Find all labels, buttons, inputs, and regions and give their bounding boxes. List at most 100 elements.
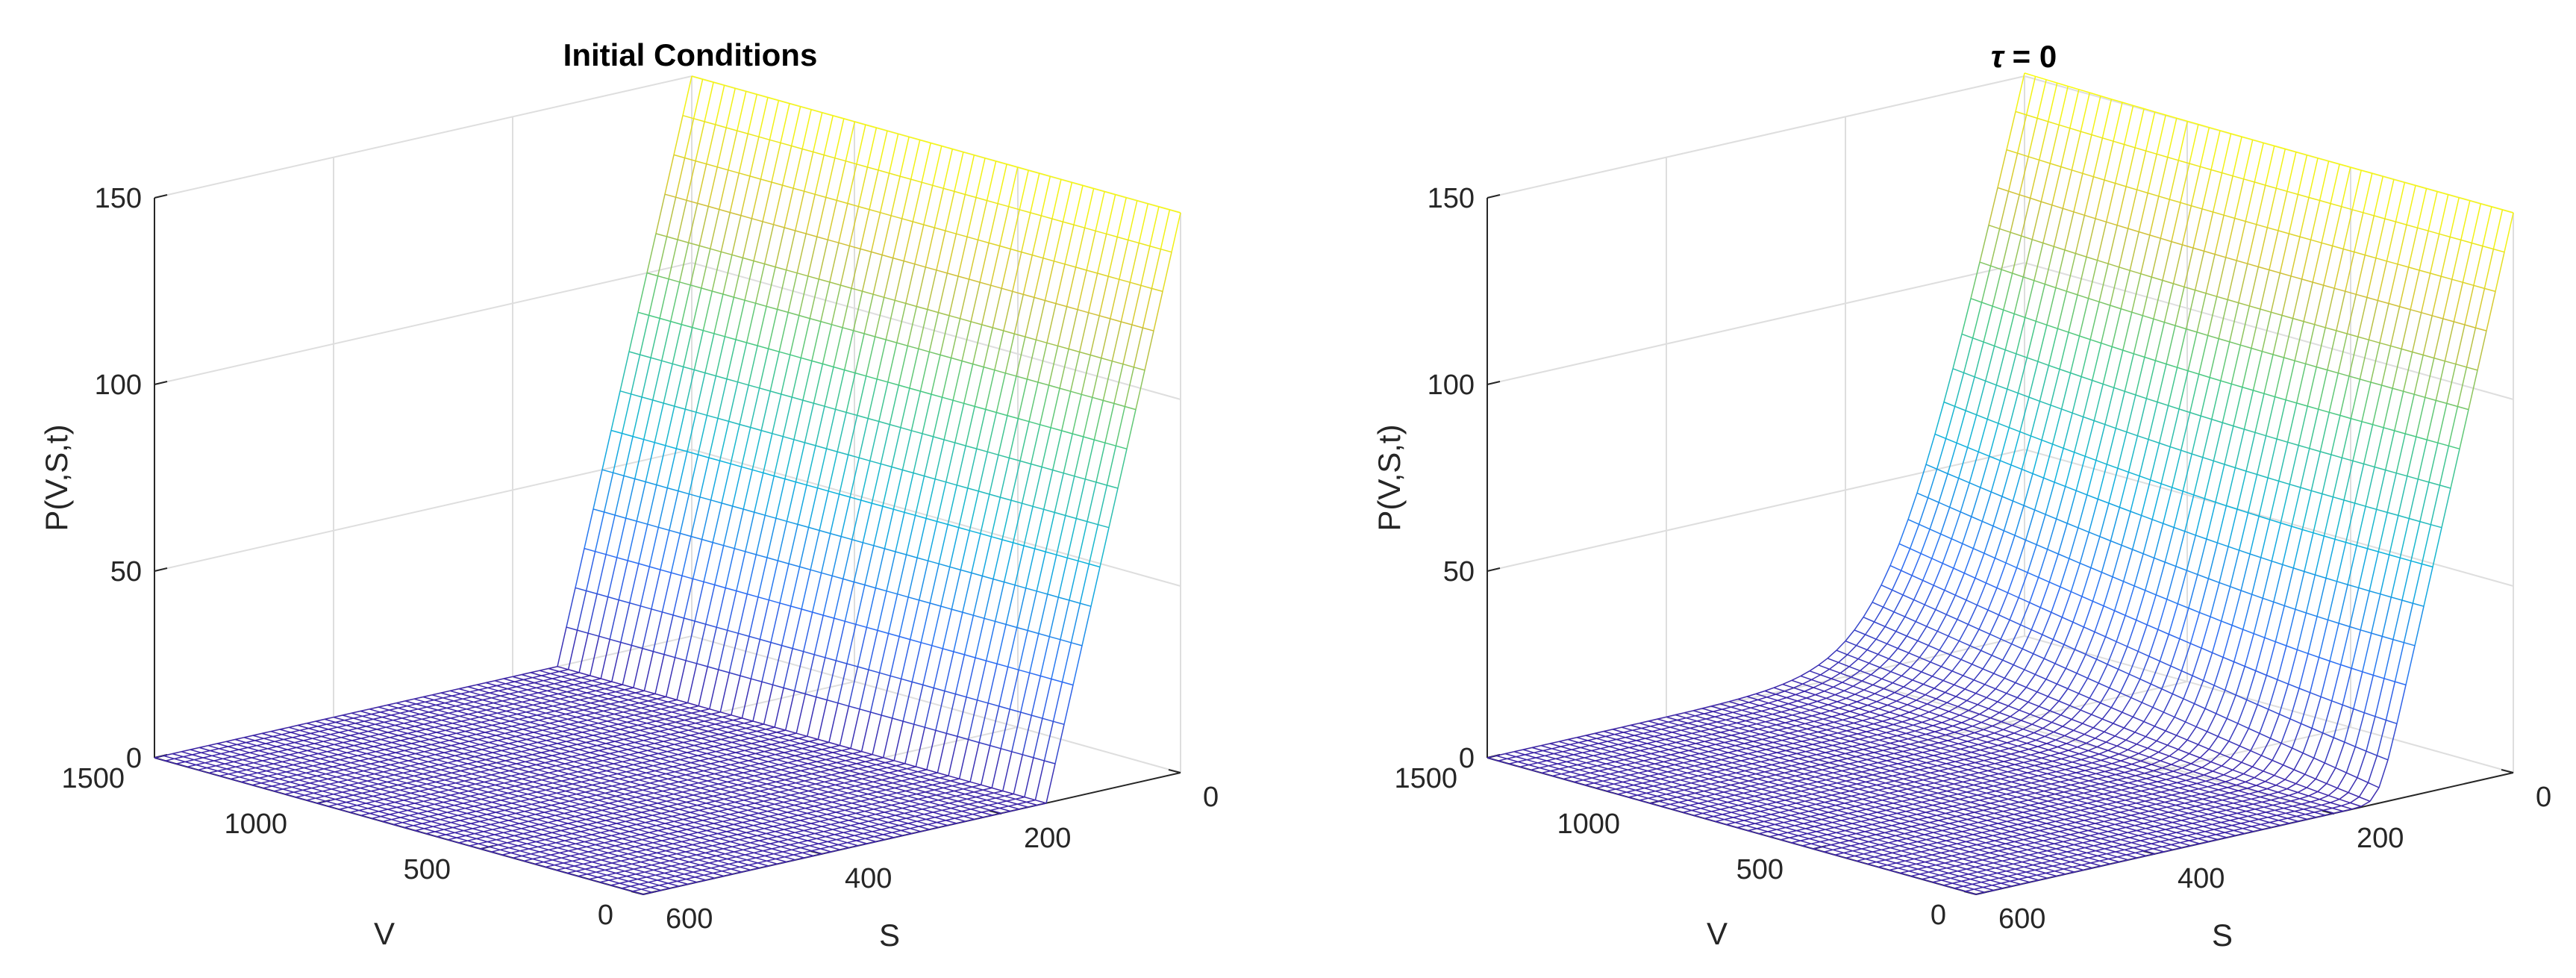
- mesh-segment: [297, 724, 309, 729]
- mesh-segment: [793, 149, 803, 189]
- mesh-segment: [291, 759, 303, 764]
- mesh-segment: [625, 771, 638, 776]
- mesh-segment: [569, 798, 579, 802]
- mesh-segment: [713, 81, 725, 86]
- mesh-segment: [610, 429, 622, 435]
- mesh-segment: [876, 789, 887, 793]
- mesh-segment: [828, 239, 840, 243]
- mesh-segment: [640, 354, 651, 358]
- mesh-segment: [815, 781, 825, 785]
- mesh-segment: [793, 854, 805, 859]
- mesh-segment: [960, 569, 972, 574]
- mesh-segment: [857, 767, 870, 773]
- mesh-segment: [544, 735, 556, 739]
- mesh-segment: [557, 770, 569, 775]
- mesh-segment: [781, 644, 793, 650]
- mesh-segment: [1047, 555, 1057, 595]
- mesh-segment: [582, 834, 592, 838]
- mesh-segment: [874, 835, 886, 841]
- mesh-segment: [733, 717, 743, 721]
- mesh-segment: [510, 797, 521, 802]
- mesh-segment: [1088, 312, 1100, 317]
- mesh-segment: [842, 804, 854, 809]
- mesh-segment: [922, 393, 932, 434]
- mesh-segment: [687, 826, 696, 830]
- mesh-segment: [961, 809, 972, 812]
- mesh-segment: [696, 775, 706, 779]
- mesh-segment: [698, 780, 708, 784]
- mesh-segment: [580, 726, 592, 731]
- mesh-segment: [808, 815, 819, 819]
- mesh-segment: [679, 806, 689, 810]
- mesh-segment: [661, 810, 671, 815]
- mesh-segment: [708, 835, 720, 840]
- mesh-segment: [541, 750, 551, 753]
- mesh-segment: [660, 756, 669, 759]
- mesh-segment: [868, 417, 879, 423]
- mesh-segment: [595, 792, 606, 796]
- mesh-segment: [628, 726, 640, 731]
- mesh-segment: [970, 809, 982, 813]
- mesh-segment: [547, 688, 557, 692]
- mesh-segment: [673, 716, 685, 721]
- mesh-segment: [746, 554, 757, 594]
- mesh-segment: [890, 636, 900, 676]
- mesh-segment: [862, 776, 872, 780]
- mesh-segment: [802, 852, 814, 857]
- mesh-segment: [975, 405, 986, 411]
- mesh-segment: [578, 798, 590, 803]
- mesh-segment: [790, 842, 799, 846]
- mesh-segment: [435, 702, 446, 706]
- mesh-segment: [640, 727, 649, 731]
- mesh-segment: [855, 623, 867, 629]
- mesh-segment: [419, 711, 429, 715]
- mesh-segment: [798, 842, 810, 847]
- mesh-segment: [660, 706, 670, 710]
- mesh-segment: [606, 693, 618, 698]
- mesh-segment: [737, 381, 749, 386]
- mesh-segment: [926, 769, 938, 773]
- mesh-segment: [1027, 591, 1037, 631]
- mesh-segment: [954, 403, 965, 443]
- mesh-segment: [501, 826, 513, 832]
- mesh-segment: [665, 746, 677, 750]
- mesh-segment: [817, 814, 828, 817]
- mesh-segment: [707, 627, 717, 667]
- mesh-segment: [694, 582, 704, 622]
- mesh-segment: [827, 764, 839, 769]
- mesh-segment: [574, 684, 585, 688]
- mesh-segment: [472, 721, 482, 725]
- surface-mesh: [154, 75, 1181, 895]
- mesh-segment: [495, 812, 507, 816]
- mesh-segment: [393, 744, 403, 749]
- mesh-segment: [863, 781, 874, 785]
- mesh-segment: [956, 820, 966, 824]
- mesh-segment: [644, 690, 656, 695]
- mesh-segment: [416, 730, 428, 735]
- mesh-segment: [757, 835, 769, 840]
- mesh-segment: [875, 336, 887, 340]
- mesh-segment: [607, 596, 619, 601]
- mesh-segment: [502, 803, 512, 806]
- mesh-segment: [337, 752, 348, 756]
- mesh-segment: [892, 717, 904, 722]
- mesh-segment: [725, 88, 736, 128]
- mesh-segment: [748, 597, 759, 637]
- mesh-segment: [796, 837, 808, 841]
- mesh-segment: [622, 732, 631, 735]
- mesh-segment: [610, 701, 620, 705]
- mesh-segment: [610, 855, 619, 859]
- mesh-segment: [345, 744, 354, 749]
- mesh-segment: [760, 788, 769, 792]
- mesh-segment: [637, 311, 649, 317]
- mesh-segment: [520, 721, 531, 725]
- mesh-segment: [934, 687, 945, 692]
- mesh-segment: [1040, 636, 1051, 676]
- mesh-segment: [692, 842, 702, 846]
- mesh-segment: [1080, 602, 1092, 607]
- mesh-segment: [904, 810, 913, 815]
- mesh-segment: [727, 781, 739, 786]
- mesh-segment: [663, 817, 675, 823]
- mesh-segment: [471, 694, 481, 698]
- mesh-segment: [781, 393, 793, 398]
